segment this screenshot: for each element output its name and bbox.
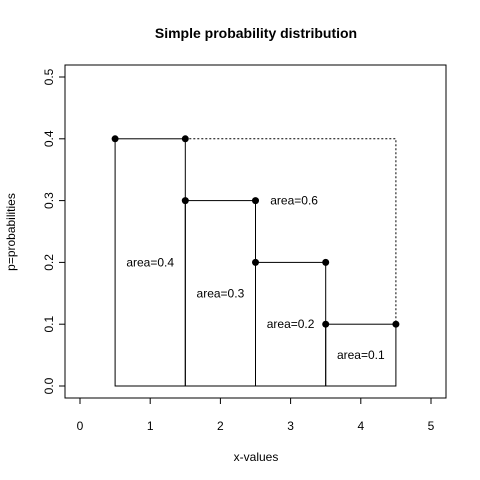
data-point	[322, 320, 330, 328]
y-tick-label: 0.3	[42, 192, 56, 209]
y-tick-label: 0.2	[42, 254, 56, 271]
data-point	[392, 320, 400, 328]
x-tick-label: 5	[428, 419, 435, 433]
area-annotation: area=0.6	[270, 194, 318, 208]
area-annotation: area=0.1	[337, 348, 385, 362]
x-tick-label: 4	[357, 419, 364, 433]
y-tick-label: 0.5	[42, 68, 56, 85]
data-point	[252, 258, 259, 266]
data-point	[111, 135, 119, 143]
y-tick-label: 0.0	[42, 377, 56, 394]
x-axis-label: x-values	[234, 450, 279, 464]
chart-title: Simple probability distribution	[155, 25, 357, 41]
probability-bar	[325, 323, 397, 387]
x-tick-label: 3	[287, 419, 294, 433]
points-layer	[111, 135, 400, 328]
annotations-layer: area=0.4 area=0.3 area=0.6 area=0.2 area=0.1	[126, 194, 385, 363]
y-axis: 0.0 0.1 0.2 0.3 0.4 0.5	[42, 68, 66, 394]
y-tick-label: 0.1	[42, 316, 56, 333]
x-tick-label: 0	[77, 419, 84, 433]
area-annotation: area=0.4	[126, 255, 174, 269]
data-point	[181, 197, 189, 205]
area-annotation: area=0.3	[197, 286, 245, 300]
x-tick-label: 2	[217, 419, 224, 433]
y-axis-label: p=probabilities	[4, 193, 18, 271]
bars-layer	[114, 138, 397, 387]
area-annotation: area=0.2	[267, 317, 315, 331]
data-point	[181, 135, 189, 143]
y-tick-label: 0.4	[42, 130, 56, 147]
data-point	[252, 197, 259, 205]
x-tick-label: 1	[147, 419, 154, 433]
data-point	[322, 258, 330, 266]
x-axis: 0 1 2 3 4 5	[77, 397, 435, 433]
